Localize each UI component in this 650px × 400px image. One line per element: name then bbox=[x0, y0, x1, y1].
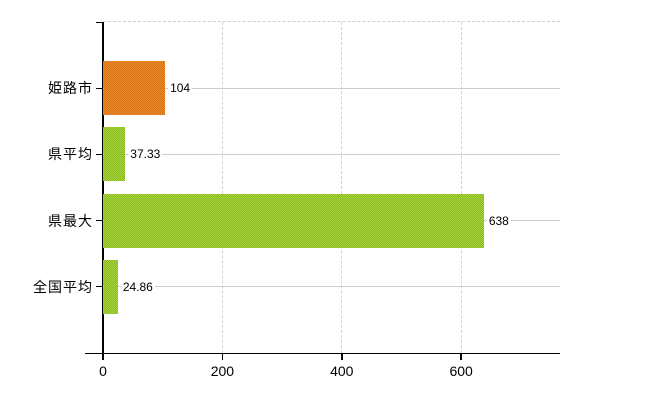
bar-value-label: 638 bbox=[486, 212, 511, 229]
x-gridline bbox=[221, 22, 223, 353]
bar-value-label: 37.33 bbox=[128, 146, 163, 163]
bar-value-label: 104 bbox=[168, 80, 193, 97]
chart-bar bbox=[103, 259, 118, 314]
x-tick-label: 400 bbox=[330, 363, 354, 379]
x-axis-tick bbox=[341, 354, 343, 360]
y-axis-top-tick bbox=[96, 21, 103, 23]
chart-bar bbox=[103, 193, 484, 248]
x-axis-tick bbox=[460, 354, 462, 360]
y-axis-tick bbox=[96, 153, 103, 155]
y-axis-tick bbox=[96, 87, 103, 89]
x-gridline bbox=[460, 22, 462, 353]
bar-value-label: 24.86 bbox=[120, 278, 155, 295]
category-gridline bbox=[103, 286, 560, 288]
category-label: 県最大 bbox=[48, 212, 93, 229]
category-gridline bbox=[103, 153, 560, 155]
x-axis-tick bbox=[221, 354, 224, 360]
x-tick-label: 200 bbox=[210, 363, 235, 379]
category-label: 県平均 bbox=[48, 146, 93, 163]
chart-bar bbox=[103, 127, 126, 182]
x-gridline bbox=[341, 22, 343, 353]
y-axis-tick bbox=[96, 220, 103, 222]
category-label: 全国平均 bbox=[33, 278, 93, 295]
x-axis-line bbox=[85, 352, 560, 354]
y-axis-tick bbox=[96, 286, 103, 288]
x-tick-label: 0 bbox=[99, 363, 107, 379]
plot-top-border bbox=[103, 21, 560, 22]
x-tick-label: 600 bbox=[449, 363, 473, 379]
category-gridline bbox=[103, 87, 560, 89]
y-axis-line bbox=[102, 22, 104, 360]
category-label: 姫路市 bbox=[48, 80, 93, 97]
chart-bar bbox=[103, 61, 166, 116]
